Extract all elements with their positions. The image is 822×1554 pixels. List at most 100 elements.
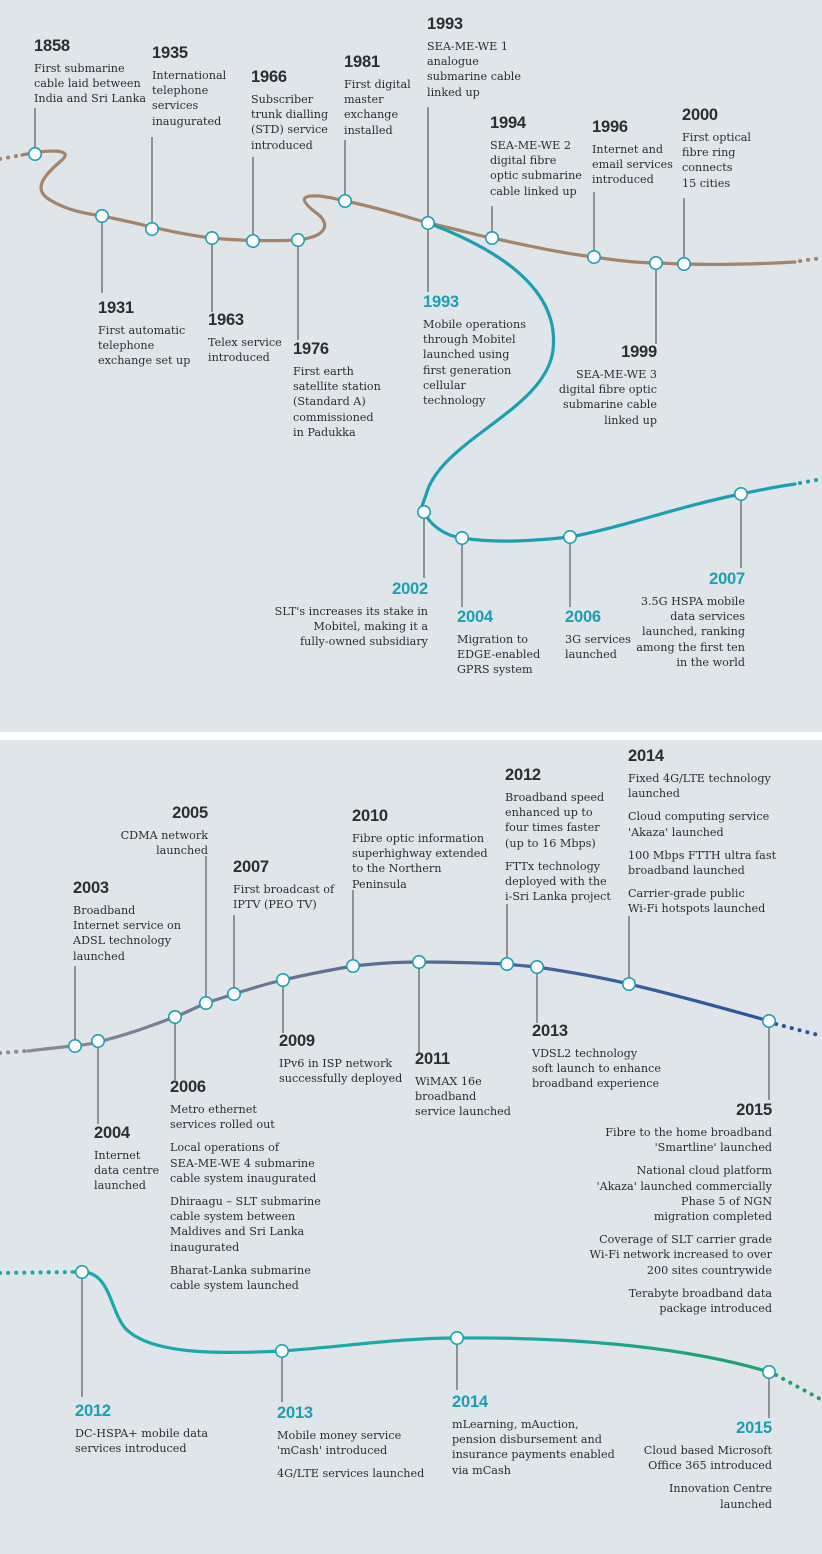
event-fixed-1996: 1996 Internet and email services introdu…	[592, 118, 673, 188]
event-text: 3G services launched	[565, 633, 631, 662]
event-text: SEA-ME-WE 3 digital fibre optic submarin…	[558, 368, 657, 427]
event-mobile-2006: 2006 3G services launched	[565, 608, 631, 662]
event-text: Bharat-Lanka submarine cable system laun…	[170, 1263, 311, 1293]
event-broadband-2013: 2013 VDSL2 technology soft launch to enh…	[532, 1022, 661, 1092]
event-broadband-2003: 2003 Broadband Internet service on ADSL …	[73, 879, 181, 964]
mobile2-line-curve	[70, 1270, 771, 1374]
event-text: Innovation Centre launched	[669, 1482, 772, 1511]
timeline-curves-panel-1	[0, 107, 822, 607]
event-text: Cloud computing service 'Akaza' launched	[628, 810, 770, 839]
event-broadband-2012: 2012 Broadband speed enhanced up to four…	[505, 766, 611, 904]
event-year: 1931	[98, 299, 134, 317]
event-year: 2013	[277, 1404, 313, 1422]
event-mobile-2014: 2014 mLearning, mAuction, pension disbur…	[452, 1393, 615, 1478]
event-year: 1966	[251, 68, 287, 86]
event-broadband-2004: 2004 Internet data centre launched	[94, 1124, 159, 1194]
event-year: 2006	[170, 1078, 206, 1096]
event-mobile-2015: 2015 Cloud based Microsoft Office 365 in…	[644, 1419, 772, 1512]
event-year: 2010	[352, 807, 388, 825]
event-text: Dhiraagu – SLT submarine cable system be…	[170, 1195, 321, 1254]
event-text: Local operations of SEA-ME-WE 4 submarin…	[170, 1141, 317, 1185]
timeline-panel-fixed-and-mobile: 1858 First submarine cable laid between …	[0, 0, 822, 732]
event-text: VDSL2 technology soft launch to enhance …	[532, 1047, 661, 1091]
event-year: 2004	[94, 1124, 130, 1142]
event-fixed-1999: 1999 SEA-ME-WE 3 digital fibre optic sub…	[559, 343, 657, 428]
event-broadband-2005: 2005 CDMA network launched	[121, 804, 209, 858]
event-text: FTTx technology deployed with the i-Sri …	[505, 859, 611, 904]
event-text: Mobile money service 'mCash' introduced	[277, 1429, 402, 1458]
event-mobile-2002: 2002 SLT's increases its stake in Mobite…	[274, 580, 429, 650]
event-text: Fixed 4G/LTE technology launched	[628, 772, 771, 801]
leader-lines	[74, 856, 770, 1418]
event-fixed-1858: 1858 First submarine cable laid between …	[34, 37, 146, 107]
mobile-line-dots-right	[798, 477, 822, 485]
event-year: 1976	[293, 340, 329, 358]
event-year: 2014	[452, 1393, 488, 1411]
timeline-curves-panel-2	[0, 856, 822, 1418]
broadband-line-dots-left	[0, 1049, 28, 1055]
event-year: 1994	[490, 114, 526, 132]
fixed-line-dots-right	[798, 256, 822, 263]
event-year: 2007	[233, 858, 269, 876]
mobile2-line-dots-left	[0, 1270, 72, 1275]
event-fixed-1993: 1993 SEA-ME-WE 1 analogue submarine cabl…	[427, 15, 521, 100]
event-text: Coverage of SLT carrier grade Wi-Fi netw…	[589, 1233, 772, 1277]
event-year: 1993	[423, 293, 459, 311]
event-fixed-1963: 1963 Telex service introduced	[208, 311, 282, 365]
event-year: 2014	[628, 747, 664, 765]
event-fixed-1981: 1981 First digital master exchange insta…	[344, 53, 411, 138]
event-mobile-2004: 2004 Migration to EDGE-enabled GPRS syst…	[457, 608, 540, 678]
event-year: 1858	[34, 37, 70, 55]
event-fixed-1976: 1976 First earth satellite station (Stan…	[293, 340, 381, 440]
event-text: Metro ethernet services rolled out	[170, 1103, 275, 1132]
event-broadband-2007: 2007 First broadcast of IPTV (PEO TV)	[233, 858, 334, 912]
leader-lines	[34, 107, 742, 607]
event-text: Mobile operations through Mobitel launch…	[423, 318, 526, 408]
event-mobile-1993: 1993 Mobile operations through Mobitel l…	[423, 293, 526, 408]
event-text: First earth satellite station (Standard …	[293, 365, 381, 439]
event-fixed-1966: 1966 Subscriber trunk dialling (STD) ser…	[251, 68, 328, 153]
fixed-line-dots-left	[0, 153, 24, 161]
event-text: Internet data centre launched	[94, 1149, 160, 1193]
event-year: 2000	[682, 106, 718, 124]
event-text: Telex service introduced	[208, 336, 282, 365]
event-text: First digital master exchange installed	[344, 78, 411, 137]
event-year: 1935	[152, 44, 188, 62]
event-text: First optical fibre ring connects 15 cit…	[682, 131, 751, 190]
event-text: First automatic telephone exchange set u…	[98, 324, 191, 368]
event-fixed-2000: 2000 First optical fibre ring connects 1…	[682, 106, 751, 191]
event-year: 2007	[709, 570, 745, 588]
event-year: 2012	[505, 766, 541, 784]
event-text: 100 Mbps FTTH ultra fast broadband launc…	[628, 848, 777, 878]
timeline-panel-broadband-and-mobile: 2003 Broadband Internet service on ADSL …	[0, 740, 822, 1554]
event-year: 2013	[532, 1022, 568, 1040]
event-text: Subscriber trunk dialling (STD) service …	[251, 93, 329, 152]
event-year: 1963	[208, 311, 244, 329]
event-fixed-1931: 1931 First automatic telephone exchange …	[98, 299, 190, 369]
event-year: 2015	[736, 1101, 772, 1119]
event-mobile-2012: 2012 DC-HSPA+ mobile data services intro…	[75, 1402, 208, 1456]
event-broadband-2011: 2011 WiMAX 16e broadband service launche…	[415, 1050, 511, 1120]
event-text: WiMAX 16e broadband service launched	[415, 1075, 511, 1119]
timeline-nodes	[68, 955, 776, 1379]
timeline-nodes	[27, 147, 748, 545]
event-broadband-2009: 2009 IPv6 in ISP network successfully de…	[279, 1032, 402, 1086]
event-text: IPv6 in ISP network successfully deploye…	[279, 1057, 403, 1086]
event-year: 2005	[172, 804, 208, 822]
event-text: International telephone services inaugur…	[152, 69, 227, 128]
event-year: 1999	[621, 343, 657, 361]
event-text: Internet and email services introduced	[592, 143, 673, 187]
event-text: First broadcast of IPTV (PEO TV)	[233, 883, 335, 912]
event-year: 1993	[427, 15, 463, 33]
event-text: SEA-ME-WE 2 digital fibre optic submarin…	[490, 139, 582, 198]
mobile2-line-dots-right	[774, 1373, 822, 1402]
event-text: 4G/LTE services launched	[277, 1467, 425, 1481]
event-year: 2006	[565, 608, 601, 626]
event-text: Cloud based Microsoft Office 365 introdu…	[643, 1444, 772, 1473]
broadband-line-curve	[26, 960, 771, 1053]
event-year: 1981	[344, 53, 380, 71]
event-text: SLT's increases its stake in Mobitel, ma…	[274, 605, 428, 649]
event-text: Fibre to the home broadband 'Smartline' …	[605, 1126, 772, 1155]
event-mobile-2013: 2013 Mobile money service 'mCash' introd…	[277, 1404, 424, 1482]
event-broadband-2014: 2014 Fixed 4G/LTE technology launched Cl…	[628, 747, 776, 917]
